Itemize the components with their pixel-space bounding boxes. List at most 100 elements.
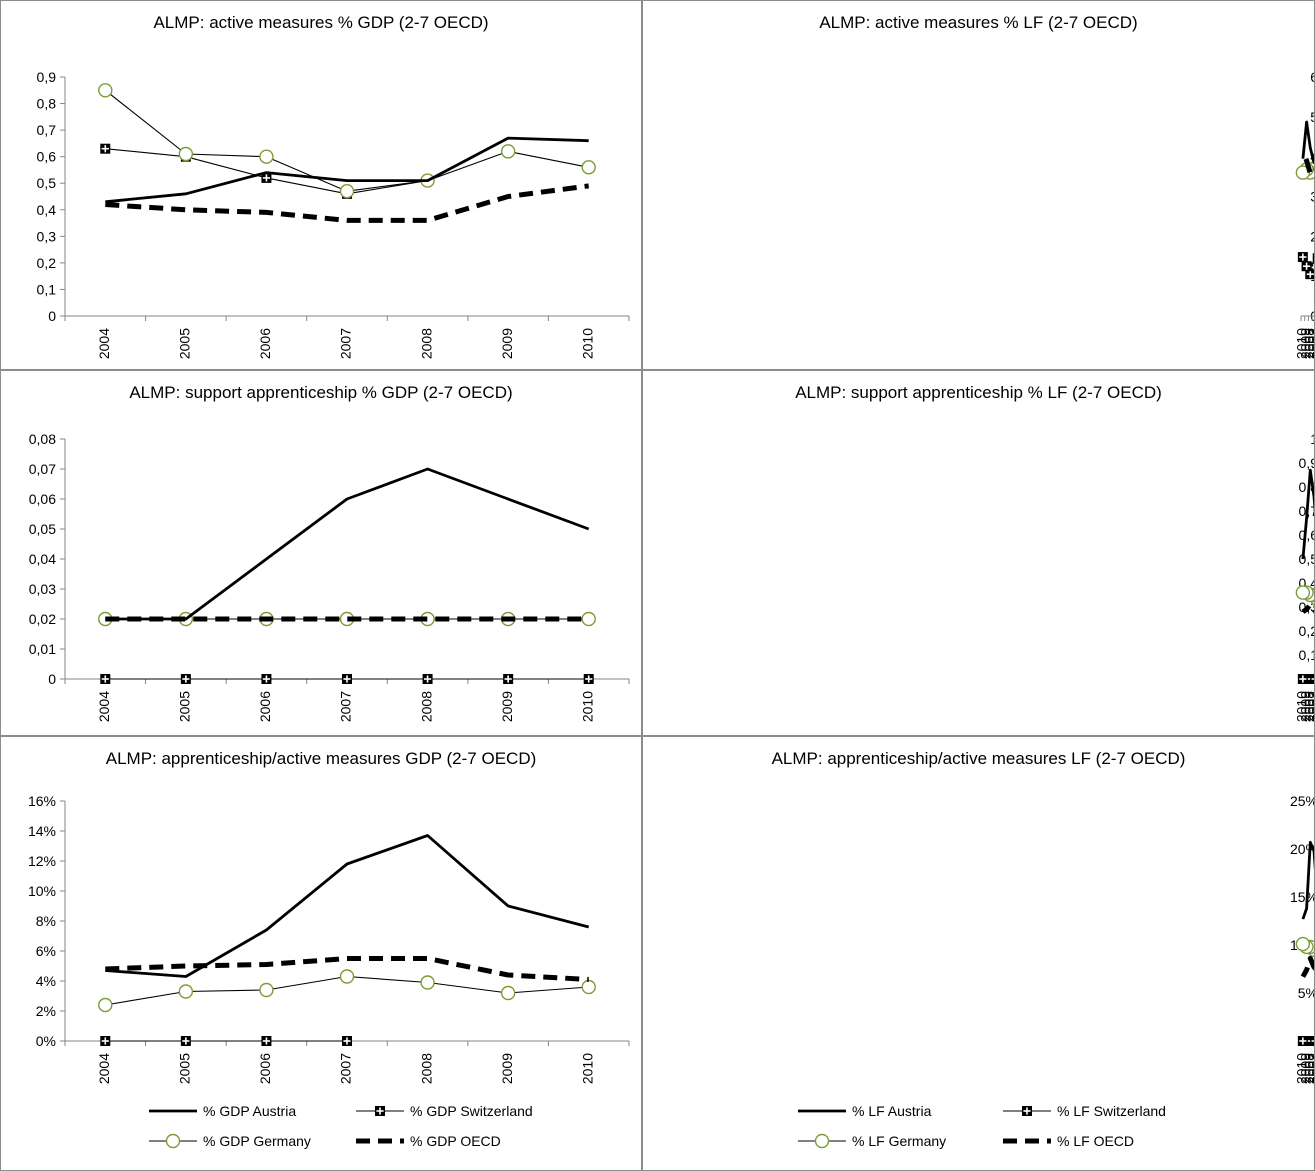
chart-panel-5: ALMP: apprenticeship/active measures GDP…: [0, 736, 642, 1171]
data-point-marker: [583, 674, 594, 684]
data-point-marker: [100, 1036, 111, 1046]
data-point-marker: [503, 674, 514, 684]
chart-svg: 01234562004200520062007200820092010: [1294, 69, 1314, 359]
data-point-marker: [1305, 269, 1314, 280]
series-gdp-austria: [105, 467, 590, 621]
chart-panel-2: ALMP: active measures % LF (2-7 OECD) 012…: [642, 0, 1315, 370]
series-line: [105, 183, 590, 223]
series-gdp-oecd: [105, 956, 589, 982]
y-tick-label: 14%: [28, 823, 56, 839]
data-point-marker: [1297, 1036, 1308, 1046]
y-tick-label: 0,05: [29, 521, 56, 537]
y-tick-label: 0,02: [29, 611, 56, 627]
x-tick-label: 2009: [1297, 691, 1313, 722]
series-lf-oecd: [1300, 150, 1314, 176]
series-line: [105, 834, 590, 978]
data-point-marker: [420, 975, 435, 990]
data-point-marker: [1301, 261, 1312, 272]
y-tick-label: 0,7: [37, 122, 57, 138]
y-tick-label: 5%: [1298, 985, 1314, 1001]
series-line: [105, 956, 589, 982]
chart-legend: % LF Austria % LF Switzerland % LF Germany…: [798, 1103, 1166, 1149]
y-tick-label: 0,8: [37, 96, 57, 112]
y-tick-label: 16%: [28, 793, 56, 809]
x-tick-label: 2007: [1305, 691, 1314, 722]
x-tick-label: 2007: [1305, 1053, 1314, 1084]
data-point-marker: [1312, 253, 1314, 264]
legend-item: % LF Switzerland: [1003, 1103, 1166, 1119]
series-gdp-germany: [98, 83, 596, 199]
legend-item: % LF Germany: [798, 1133, 946, 1149]
legend-item: % GDP OECD: [356, 1133, 501, 1149]
chart-svg: 00,10,20,30,40,50,60,70,80,9120042005200…: [1294, 431, 1314, 722]
chart-title: ALMP: support apprenticeship % LF (2-7 O…: [795, 383, 1162, 402]
series-line: [1301, 120, 1314, 165]
series-lf-austria: [1301, 468, 1314, 560]
legend-marker: [375, 1106, 385, 1116]
x-tick-label: 2009: [499, 1053, 515, 1084]
series-lf-germany: [1295, 936, 1314, 963]
x-tick-label: 2010: [1294, 1053, 1310, 1084]
y-tick-label: 1: [1310, 431, 1314, 447]
x-tick-label: 2005: [177, 328, 193, 359]
x-tick-label: 2009: [1297, 328, 1313, 359]
y-tick-label: 15%: [1290, 889, 1314, 905]
x-tick-label: 2006: [257, 1053, 273, 1084]
x-tick-label: 2009: [499, 328, 515, 359]
x-tick-label: 2008: [1301, 691, 1314, 722]
x-tick-label: 2005: [1312, 1053, 1314, 1084]
chart-legend: % GDP Austria % GDP Switzerland % GDP Germ…: [149, 1103, 533, 1149]
series-line: [1300, 150, 1314, 176]
series-lf-switzerland: [1297, 252, 1314, 280]
data-point-marker: [100, 674, 111, 684]
x-tick-label: 2007: [338, 328, 354, 359]
y-tick-label: 0,3: [37, 228, 57, 244]
data-point-marker: [422, 674, 433, 684]
chart-title: ALMP: active measures % LF (2-7 OECD): [819, 13, 1138, 32]
legend-item: % LF Austria: [798, 1103, 932, 1119]
legend-label: % GDP Austria: [203, 1103, 296, 1119]
series-gdp-austria: [105, 136, 589, 204]
y-tick-label: 0: [48, 671, 56, 687]
y-tick-label: 0: [48, 308, 56, 324]
series-lf-germany: [1295, 585, 1314, 606]
series-line: [104, 89, 589, 192]
series-lf-germany: [1295, 159, 1314, 180]
x-tick-label: 2006: [257, 328, 273, 359]
chart-svg: 0 0,1 0,2 0,3 0,4 0,5 0,6 0,7 0,8 0,9 2004 2005 2006…: [37, 69, 630, 359]
data-point-marker: [500, 985, 516, 1001]
x-tick-label: 2007: [1305, 328, 1314, 359]
x-tick-label: 2007: [338, 691, 354, 722]
x-tick-label: 2004: [96, 328, 112, 359]
legend-label: % LF OECD: [1057, 1133, 1134, 1149]
data-point-marker: [180, 1036, 191, 1046]
legend-marker: [814, 1133, 830, 1149]
data-point-marker: [1297, 252, 1308, 263]
x-tick-label: 2006: [1308, 691, 1314, 722]
data-point-marker: [259, 982, 274, 998]
data-point-marker: [342, 1036, 352, 1046]
legend-item: % GDP Switzerland: [356, 1103, 533, 1119]
data-point-marker: [581, 979, 596, 995]
x-tick-label: 2006: [257, 691, 273, 722]
data-point-marker: [1295, 165, 1311, 180]
y-tick-label: 6%: [36, 943, 56, 959]
x-tick-label: 2005: [1312, 328, 1314, 359]
data-point-marker: [1295, 585, 1311, 600]
data-point-marker: [98, 997, 113, 1013]
y-tick-label: 0,1: [1299, 647, 1314, 663]
y-tick-label: 25%: [1290, 793, 1314, 809]
data-point-marker: [261, 674, 272, 684]
x-tick-label: 2004: [96, 1053, 112, 1084]
y-tick-label: 0,6: [37, 149, 57, 165]
x-tick-label: 2006: [1308, 1053, 1314, 1084]
data-point-marker: [500, 144, 516, 159]
legend-item: % GDP Austria: [149, 1103, 296, 1119]
y-tick-label: 0,06: [29, 491, 56, 507]
y-tick-label: 0,04: [29, 551, 56, 567]
series-gdp-oecd: [105, 183, 590, 223]
data-point-marker: [259, 149, 274, 164]
x-tick-label: 2008: [1301, 1053, 1314, 1084]
chart-title: ALMP: apprenticeship/active measures GDP…: [105, 749, 537, 768]
